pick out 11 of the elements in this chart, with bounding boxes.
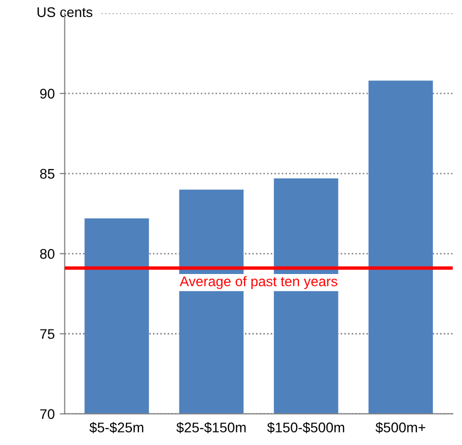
y-axis-title: US cents	[38, 7, 92, 18]
y-tick-label: 75	[40, 329, 54, 339]
ref-line-label: Average of past ten years	[180, 276, 338, 290]
x-tick-label: $5-$25m	[89, 422, 144, 434]
y-tick-label: 70	[40, 409, 54, 420]
x-tick-label: $25-$150m	[176, 422, 246, 434]
x-tick-label: $150-$500m	[267, 422, 344, 434]
y-tick-label: 90	[40, 88, 54, 99]
y-tick-label: 80	[40, 248, 54, 259]
x-tick-label: $500m+	[376, 422, 426, 434]
y-tick-label: 85	[40, 168, 54, 179]
